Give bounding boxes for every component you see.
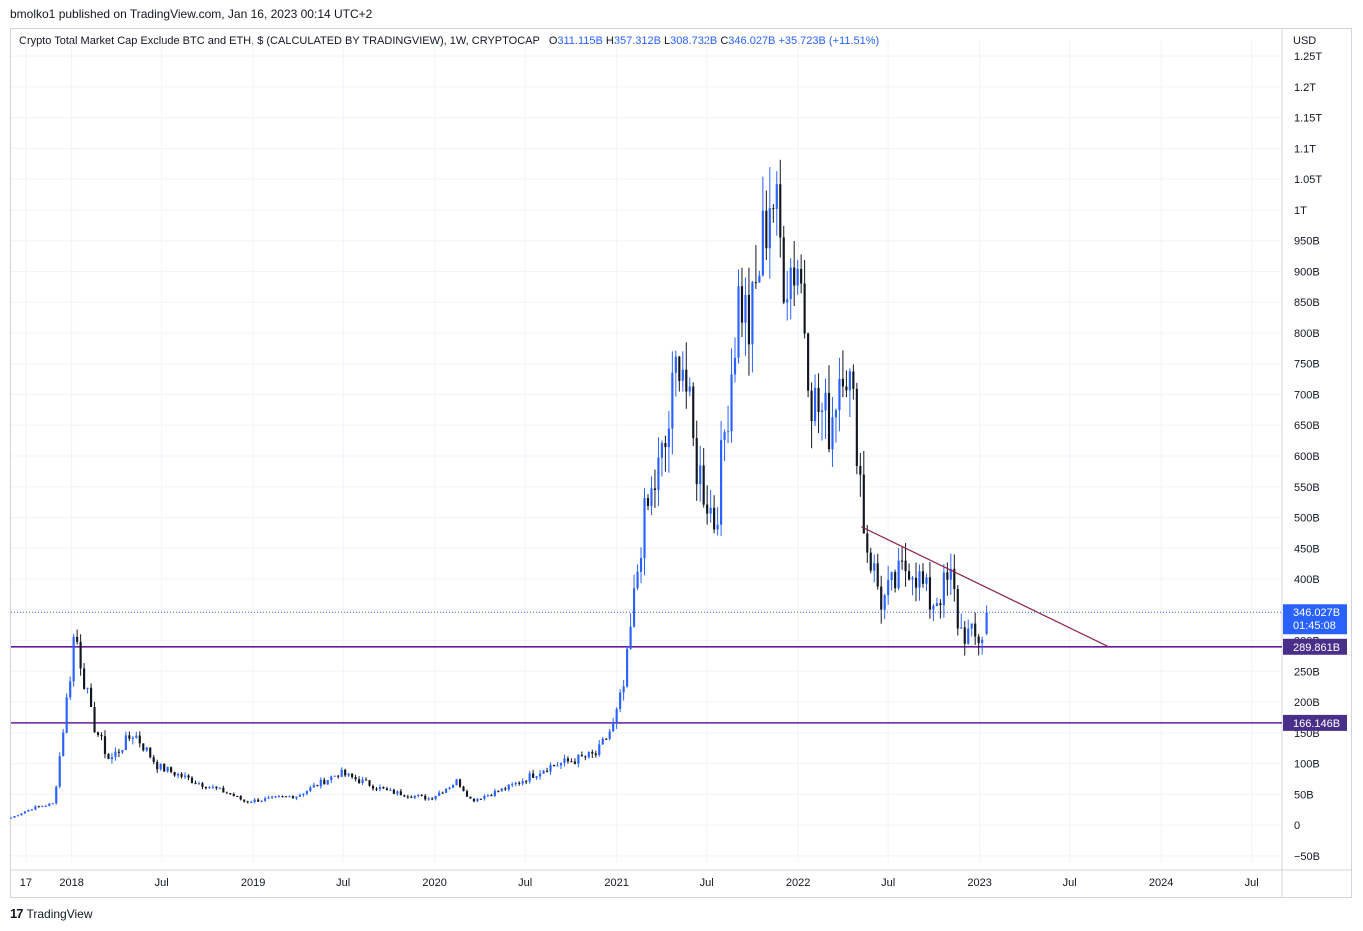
change-value: +35.723B (+11.51%): [778, 35, 880, 47]
low-value: 308.732B: [670, 35, 718, 47]
tradingview-logo: 17 TradingView: [10, 906, 93, 921]
close-value: 346.027B: [728, 35, 776, 47]
tradingview-logo-icon: 17: [10, 906, 24, 921]
ohlc-values: O311.115B H357.312B L308.732B C346.027B …: [543, 35, 879, 47]
chart-frame[interactable]: [10, 28, 1352, 898]
open-label: O: [548, 35, 558, 47]
brand-name: TradingView: [26, 906, 93, 921]
low-label: L: [664, 35, 671, 47]
published-credit: bmolko1 published on TradingView.com, Ja…: [10, 7, 373, 21]
close-label: C: [720, 35, 729, 47]
high-label: H: [605, 35, 614, 47]
chart-legend: Crypto Total Market Cap Exclude BTC and …: [19, 35, 879, 47]
symbol-title: Crypto Total Market Cap Exclude BTC and …: [19, 35, 540, 47]
high-value: 357.312B: [613, 35, 661, 47]
open-value: 311.115B: [557, 35, 603, 47]
